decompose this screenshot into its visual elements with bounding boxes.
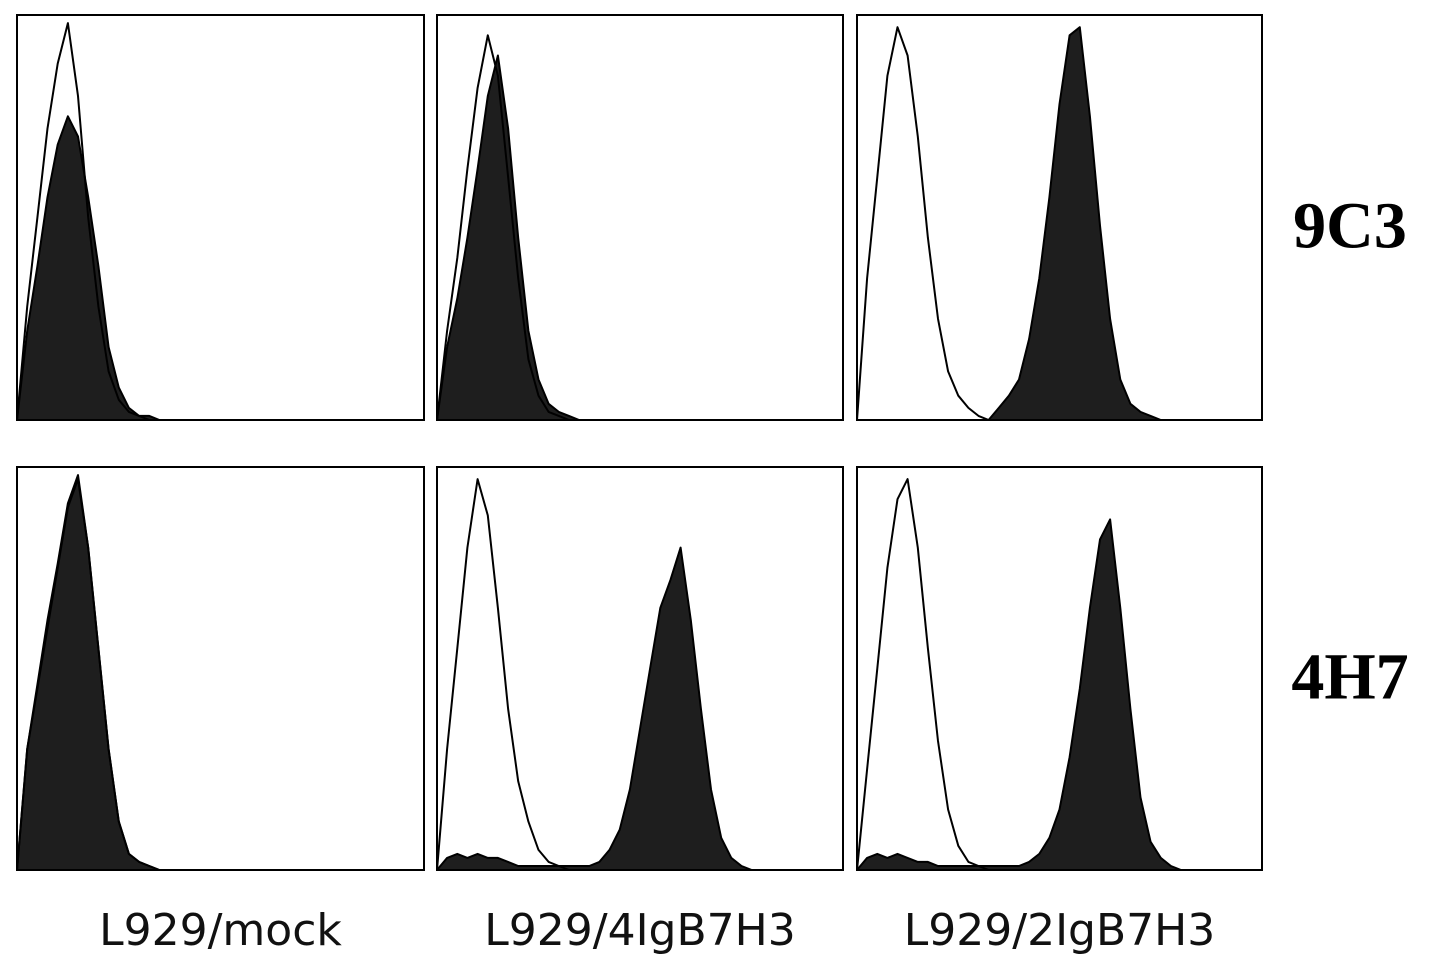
histogram-outline	[16, 474, 424, 871]
histogram-outline	[436, 34, 843, 421]
histogram-outline	[436, 478, 843, 871]
row-label: 9C3	[1293, 190, 1407, 263]
row-label: 4H7	[1291, 641, 1408, 714]
column-label: L929/2IgB7H3	[904, 905, 1215, 956]
column-label: L929/4IgB7H3	[484, 905, 795, 956]
panel-frame	[856, 466, 1263, 871]
histogram-outline	[856, 478, 1262, 871]
histogram-outline	[856, 26, 1262, 421]
histogram-outline	[16, 22, 424, 421]
column-label: L929/mock	[99, 905, 342, 956]
